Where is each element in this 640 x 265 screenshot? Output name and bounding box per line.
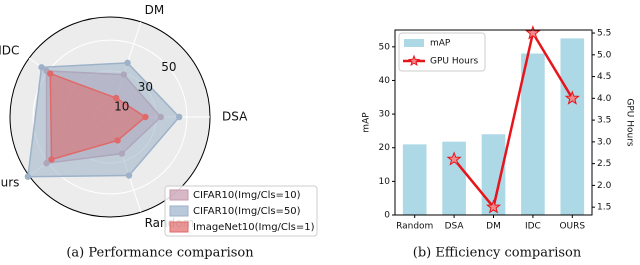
x-tick-label: DSA [445, 222, 465, 232]
y-tick-label: 50 [379, 42, 391, 52]
bar [442, 141, 466, 215]
x-tick-label: Random [396, 222, 433, 232]
bar [521, 53, 545, 215]
legend-swatch-marker [407, 54, 421, 67]
y-tick-label: 20 [379, 143, 391, 153]
radar-point [125, 172, 133, 179]
legend-swatch [169, 221, 189, 233]
line-marker [525, 25, 541, 40]
bar [481, 134, 506, 215]
y-tick-label: 10 [379, 177, 391, 187]
r-tick-label: 50 [161, 60, 176, 74]
radar-point [38, 64, 45, 71]
y-tick-label: 30 [379, 110, 391, 120]
axis-category-label: DSA [222, 110, 248, 124]
y2-tick-label: 2.5 [597, 159, 611, 169]
r-tick-label: 10 [114, 100, 129, 114]
legend-swatch [169, 189, 189, 201]
axis-category-label: Ours [0, 175, 19, 189]
x-tick-label: IDC [525, 222, 541, 232]
y2-axis-label: GPU Hours [625, 98, 635, 147]
legend-box [164, 185, 318, 237]
axis-category-label: IDC [0, 44, 19, 58]
y-tick-label: 40 [379, 76, 391, 86]
caption: (a) Performance comparison [66, 246, 254, 261]
legend-label: GPU Hours [430, 57, 479, 67]
legend-label: ImageNet10(Img/Cls=1) [193, 222, 315, 233]
legend-label: CIFAR10(Img/Cls=10) [193, 190, 301, 201]
y2-tick-label: 4.0 [597, 94, 612, 104]
axis-category-label: DM [145, 3, 165, 17]
radar-point [176, 113, 183, 121]
bar [560, 38, 585, 216]
y2-tick-label: 2.0 [597, 181, 612, 191]
y2-tick-label: 3.0 [597, 137, 612, 147]
line [453, 29, 574, 210]
line-marker [564, 90, 580, 105]
legend-swatch [404, 39, 424, 47]
radar-point [47, 70, 54, 77]
radar-area [49, 72, 147, 161]
radar-point [114, 137, 121, 144]
y2-tick-label: 5.0 [597, 50, 612, 60]
y2-tick-label: 1.5 [597, 203, 611, 213]
radar-point [124, 59, 131, 67]
radar-point [112, 94, 120, 102]
y2-tick-label: 3.5 [597, 116, 611, 126]
line-marker [446, 151, 462, 166]
line-marker [485, 199, 502, 214]
radar-point [24, 173, 32, 180]
r-tick-label: 30 [138, 80, 153, 94]
legend-label: CIFAR10(Img/Cls=50) [193, 206, 301, 217]
radar-point [142, 113, 149, 121]
legend-swatch [169, 205, 189, 217]
y-axis-label: mAP [362, 112, 372, 133]
radar-point [48, 156, 55, 163]
bar [402, 144, 427, 215]
y2-tick-label: 4.5 [597, 72, 611, 82]
caption: (b) Efficiency comparison [413, 246, 582, 261]
y-tick-label: 0 [384, 211, 390, 221]
legend-label: mAP [430, 39, 451, 49]
y2-tick-label: 5.5 [597, 29, 611, 39]
x-tick-label: DM [486, 222, 501, 232]
x-tick-label: OURS [559, 222, 585, 232]
